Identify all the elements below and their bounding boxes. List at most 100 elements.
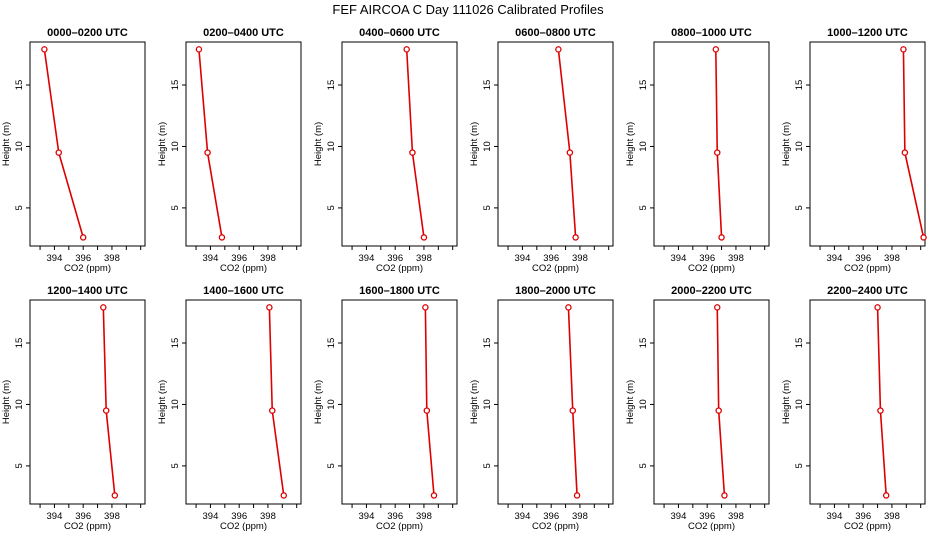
- data-point: [268, 407, 276, 414]
- plot-frame: [29, 41, 146, 247]
- data-point: [920, 234, 927, 241]
- data-point: [565, 304, 572, 311]
- y-tick-label: 15: [482, 338, 493, 349]
- x-tick-label: 398: [728, 253, 744, 264]
- profile-line: [268, 307, 285, 496]
- x-axis-label: CO2 (ppm): [220, 263, 267, 274]
- panel-title: 1400–1600 UTC: [203, 285, 284, 297]
- y-tick-label: 15: [170, 338, 181, 349]
- data-point: [430, 492, 438, 499]
- data-point: [572, 234, 579, 241]
- x-tick-label: 396: [75, 253, 91, 264]
- y-axis-label: Height (m): [157, 380, 168, 424]
- profile-line: [198, 49, 223, 238]
- x-tick-label: 394: [515, 511, 531, 522]
- x-tick-label: 396: [699, 511, 715, 522]
- x-tick-label: 394: [359, 253, 375, 264]
- x-tick-label: 396: [75, 511, 91, 522]
- y-tick-label: 5: [14, 205, 25, 210]
- y-tick-label: 15: [326, 80, 337, 91]
- data-point: [718, 234, 725, 241]
- panel-title: 0600–0800 UTC: [515, 27, 596, 39]
- x-axis-label: CO2 (ppm): [844, 263, 891, 274]
- profile-line: [715, 49, 723, 238]
- y-tick-label: 10: [170, 141, 181, 152]
- x-tick-label: 396: [387, 253, 403, 264]
- x-tick-label: 398: [572, 253, 588, 264]
- y-axis-label: Height (m): [781, 122, 792, 166]
- y-tick-label: 15: [14, 80, 25, 91]
- x-axis-label: CO2 (ppm): [532, 263, 579, 274]
- x-tick-label: 398: [104, 511, 120, 522]
- data-point: [423, 407, 431, 414]
- data-point: [280, 492, 287, 499]
- x-tick-label: 398: [416, 253, 432, 264]
- x-tick-label: 396: [855, 253, 871, 264]
- y-tick-label: 10: [326, 141, 337, 152]
- panel-title: 2000–2200 UTC: [671, 285, 752, 297]
- x-axis-label: CO2 (ppm): [532, 521, 579, 532]
- plot-frame: [809, 299, 926, 505]
- y-axis-label: Height (m): [1, 380, 12, 424]
- profile-line: [876, 307, 887, 496]
- y-axis-label: Height (m): [781, 380, 792, 424]
- data-point: [111, 492, 119, 499]
- data-point: [422, 304, 429, 311]
- y-tick-label: 5: [326, 205, 337, 210]
- plot-frame: [653, 299, 770, 505]
- plot-frame: [341, 41, 458, 247]
- y-tick-label: 15: [794, 80, 805, 91]
- panel-title: 0000–0200 UTC: [47, 27, 128, 39]
- y-tick-label: 5: [14, 463, 25, 468]
- data-point: [420, 234, 428, 241]
- data-point: [566, 149, 574, 156]
- data-point: [403, 46, 410, 53]
- plot-frame: [809, 41, 926, 247]
- panel-title: 1600–1800 UTC: [359, 285, 440, 297]
- y-tick-label: 5: [482, 463, 493, 468]
- x-tick-label: 398: [260, 253, 276, 264]
- profile-line: [902, 49, 925, 238]
- panel-title: 0400–0600 UTC: [359, 27, 440, 39]
- y-tick-label: 10: [638, 399, 649, 410]
- x-tick-label: 394: [359, 511, 375, 522]
- data-point: [901, 149, 909, 156]
- data-point: [900, 46, 907, 53]
- x-tick-label: 398: [260, 511, 276, 522]
- x-tick-label: 394: [47, 253, 63, 264]
- y-axis-label: Height (m): [1, 122, 12, 166]
- y-tick-label: 10: [326, 399, 337, 410]
- x-tick-label: 396: [387, 511, 403, 522]
- data-point: [218, 234, 226, 241]
- y-axis-label: Height (m): [313, 380, 324, 424]
- x-axis-label: CO2 (ppm): [64, 263, 111, 274]
- x-axis-label: CO2 (ppm): [220, 521, 267, 532]
- panel-title: 0200–0400 UTC: [203, 27, 284, 39]
- x-axis-label: CO2 (ppm): [376, 521, 423, 532]
- y-tick-label: 5: [794, 205, 805, 210]
- panel-title: 1800–2000 UTC: [515, 285, 596, 297]
- profile-line: [424, 307, 435, 496]
- data-point: [721, 492, 728, 499]
- data-point: [714, 304, 721, 311]
- data-point: [55, 149, 63, 156]
- x-tick-label: 394: [827, 511, 843, 522]
- profile-line: [557, 49, 577, 238]
- y-tick-label: 15: [794, 338, 805, 349]
- y-tick-label: 10: [482, 141, 493, 152]
- data-point: [195, 46, 203, 53]
- y-axis-label: Height (m): [313, 122, 324, 166]
- y-tick-label: 10: [638, 141, 649, 152]
- data-point: [712, 46, 720, 53]
- y-tick-label: 5: [794, 463, 805, 468]
- panel-title: 1200–1400 UTC: [47, 285, 128, 297]
